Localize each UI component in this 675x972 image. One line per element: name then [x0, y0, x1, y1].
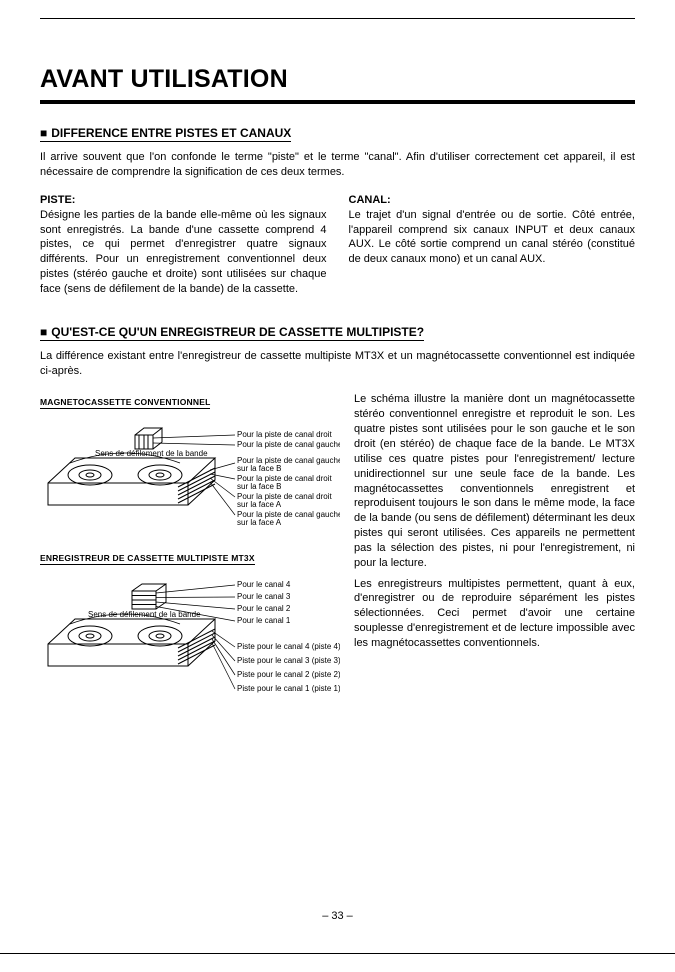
d2-c1: Pour le canal 1: [237, 616, 291, 625]
section2-heading: ■ QU'EST-CE QU'UN ENREGISTREUR DE CASSETT…: [40, 325, 424, 341]
diagram1-band-label: Sens de défilement de la bande: [95, 449, 208, 458]
diagram-row: MAGNETOCASSETTE CONVENTIONNEL: [40, 392, 635, 724]
d1-l3b: sur la face B: [237, 464, 281, 473]
page-title: AVANT UTILISATION: [40, 65, 635, 104]
canal-heading: CANAL:: [349, 194, 636, 206]
d1-l1: Pour la piste de canal droit: [237, 430, 333, 439]
canal-column: CANAL: Le trajet d'un signal d'entrée ou…: [349, 194, 636, 297]
d1-l6b: sur la face A: [237, 518, 282, 527]
top-rule: [40, 18, 635, 19]
d1-l4b: sur la face B: [237, 482, 281, 491]
d2-p4: Piste pour le canal 4 (piste 4): [237, 642, 340, 651]
d1-l2: Pour la piste de canal gauche: [237, 440, 340, 449]
d2-c3: Pour le canal 3: [237, 592, 291, 601]
section2-para2: Les enregistreurs multipistes permettent…: [354, 577, 635, 651]
section2-para1: Le schéma illustre la manière dont un ma…: [354, 392, 635, 570]
diagram-multitrack-cassette: Sens de défilement de la bande Pour le c…: [40, 569, 340, 719]
section1-intro: Il arrive souvent que l'on confonde le t…: [40, 150, 635, 180]
piste-column: PISTE: Désigne les parties de la bande e…: [40, 194, 327, 297]
page-number: – 33 –: [0, 910, 675, 922]
diagrams-column: MAGNETOCASSETTE CONVENTIONNEL: [40, 392, 340, 724]
d2-p3: Piste pour le canal 3 (piste 3): [237, 656, 340, 665]
canal-body: Le trajet d'un signal d'entrée ou de sor…: [349, 208, 636, 267]
d2-p2: Piste pour le canal 2 (piste 2): [237, 670, 340, 679]
piste-heading: PISTE:: [40, 194, 327, 206]
d2-c2: Pour le canal 2: [237, 604, 291, 613]
d2-c4: Pour le canal 4: [237, 580, 291, 589]
d2-p1: Piste pour le canal 1 (piste 1): [237, 684, 340, 693]
section1-heading: ■ DIFFERENCE ENTRE PISTES ET CANAUX: [40, 126, 291, 142]
section2-intro: La différence existant entre l'enregistr…: [40, 349, 635, 379]
explanation-column: Le schéma illustre la manière dont un ma…: [354, 392, 635, 724]
piste-body: Désigne les parties de la bande elle-mêm…: [40, 208, 327, 297]
square-bullet-icon: ■: [40, 325, 47, 339]
square-bullet-icon: ■: [40, 126, 47, 140]
piste-canal-columns: PISTE: Désigne les parties de la bande e…: [40, 194, 635, 297]
title-container: AVANT UTILISATION: [40, 65, 635, 104]
section2-heading-text: QU'EST-CE QU'UN ENREGISTREUR DE CASSETTE…: [51, 325, 424, 339]
d1-l5b: sur la face A: [237, 500, 282, 509]
diagram2-title: ENREGISTREUR DE CASSETTE MULTIPISTE MT3X: [40, 553, 255, 565]
section1-heading-text: DIFFERENCE ENTRE PISTES ET CANAUX: [51, 126, 291, 140]
diagram-conventional-cassette: Sens de défilement de la bande Pour la p…: [40, 413, 340, 543]
diagram1-title: MAGNETOCASSETTE CONVENTIONNEL: [40, 397, 210, 409]
